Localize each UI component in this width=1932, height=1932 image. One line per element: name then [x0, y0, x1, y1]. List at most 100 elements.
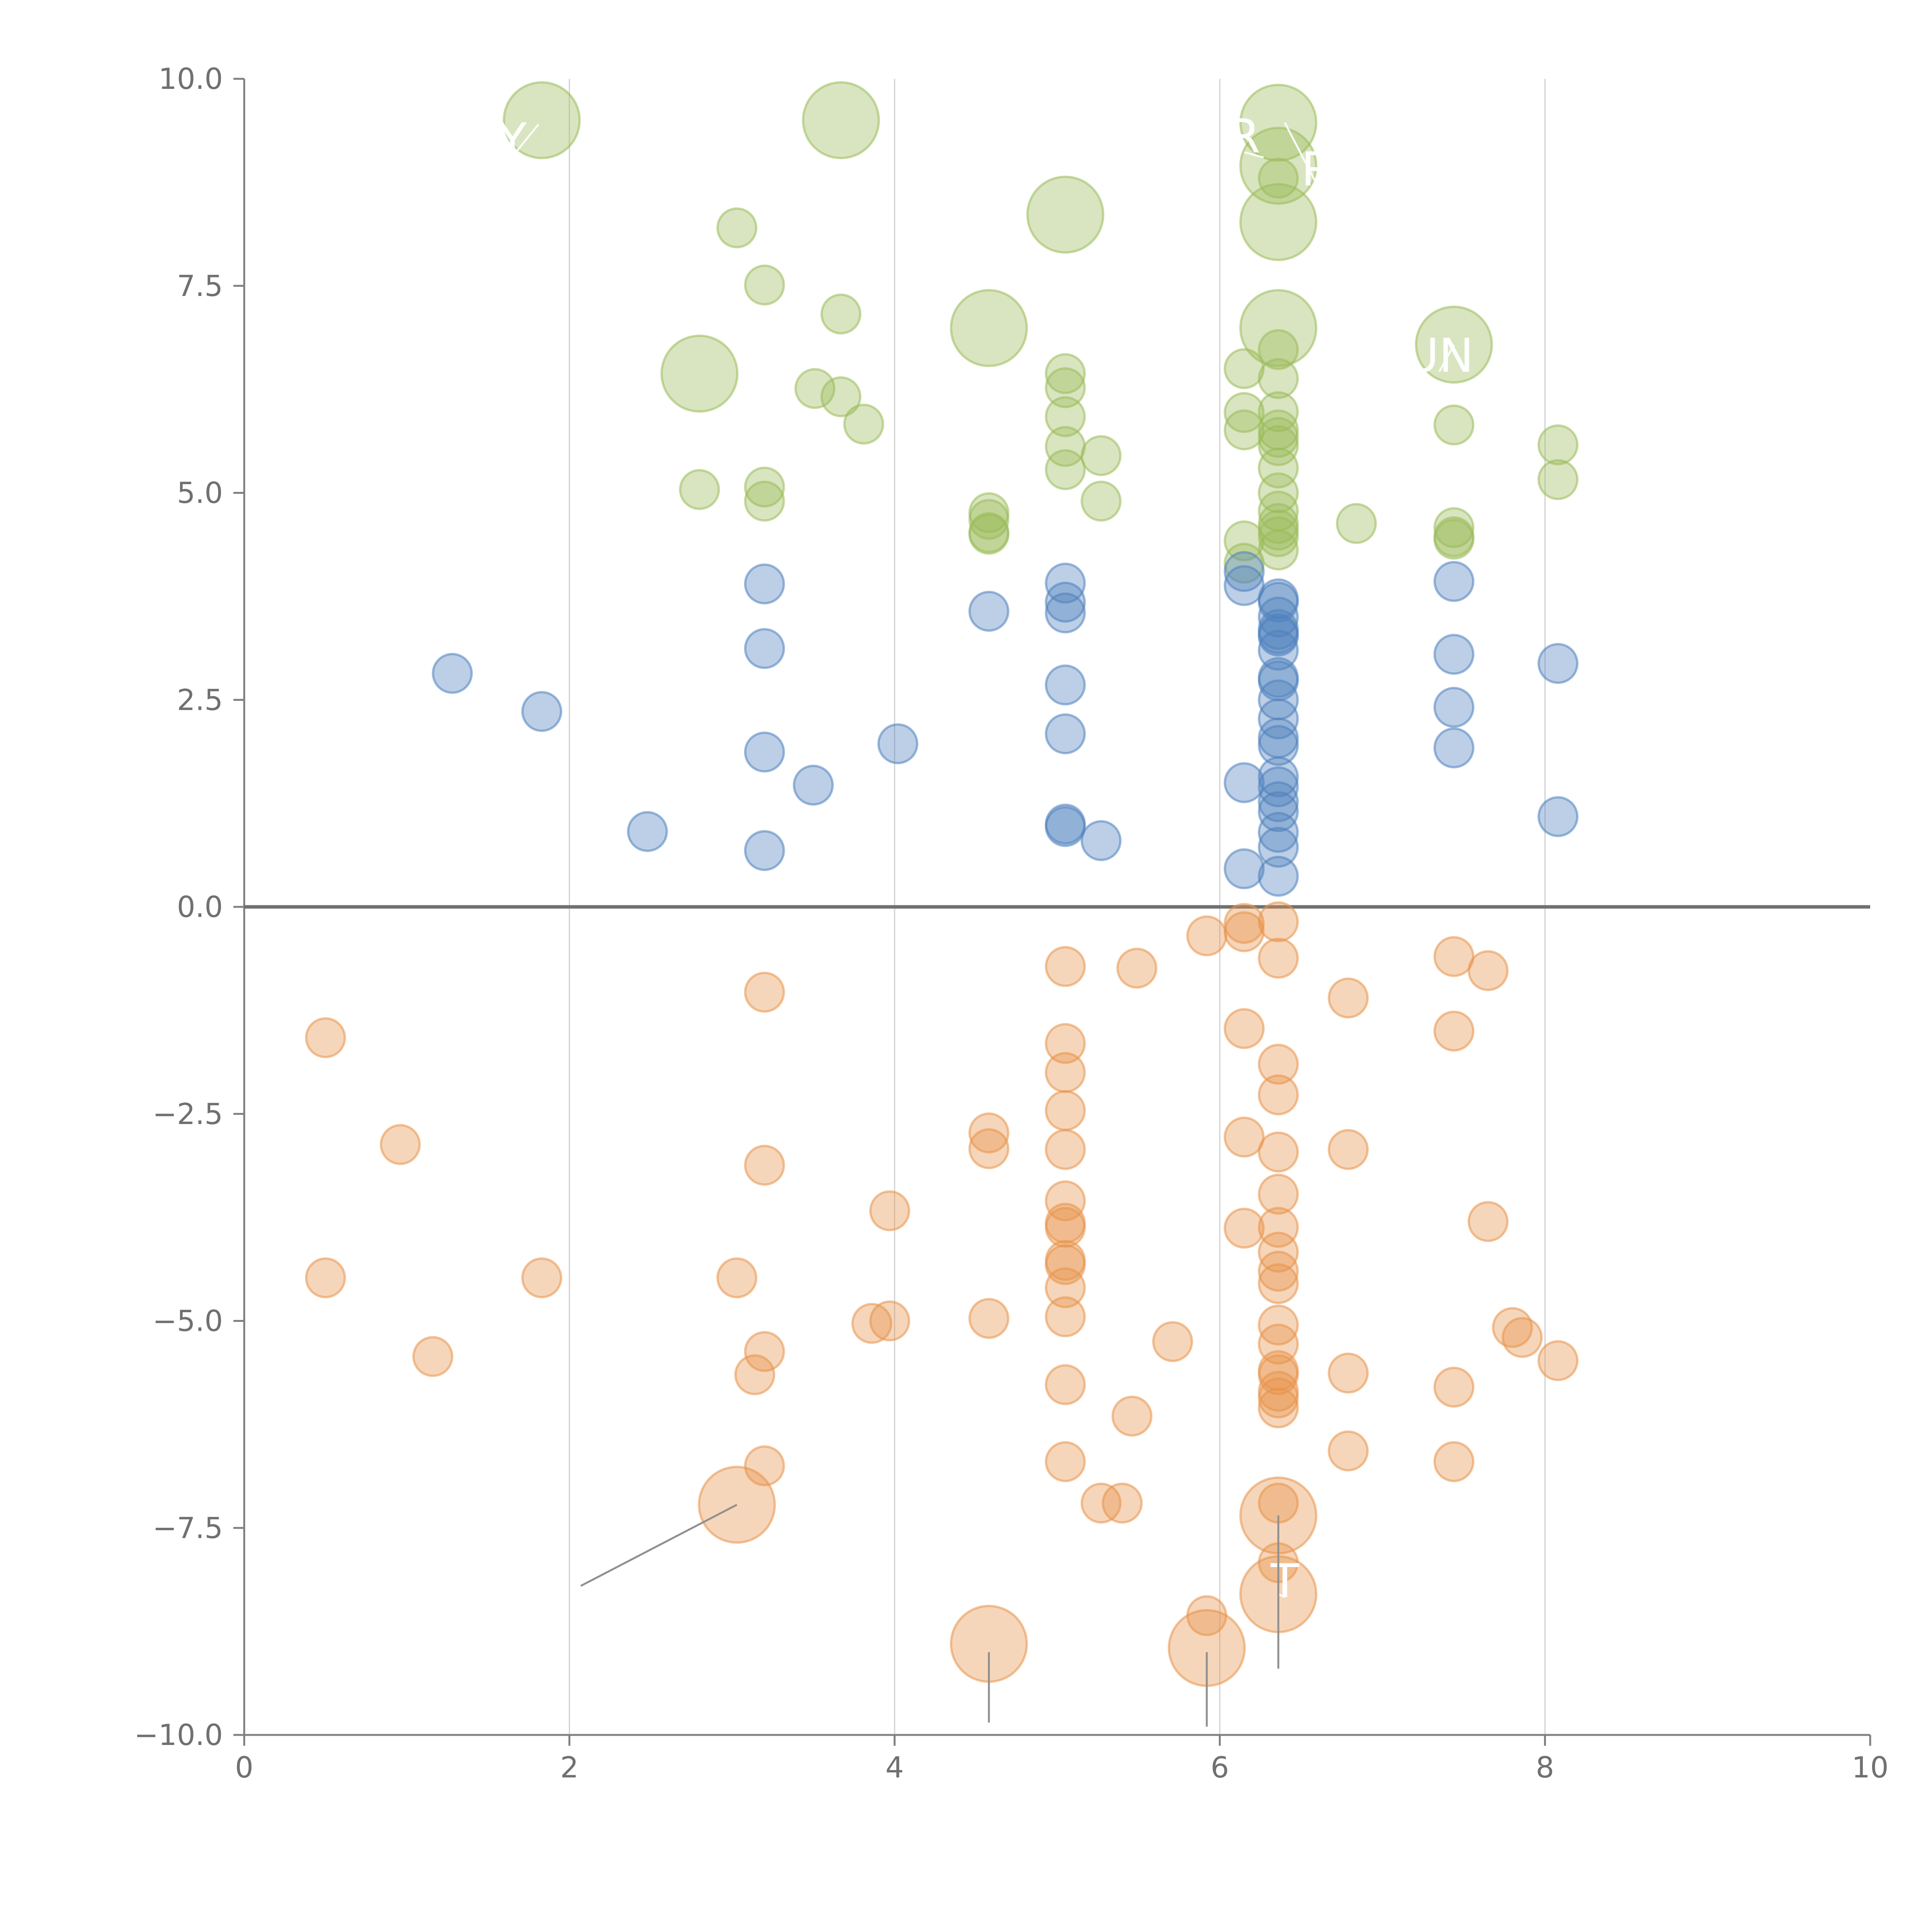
blue-bubble — [1258, 791, 1299, 832]
orange-bubble — [1433, 936, 1475, 977]
orange-bubble — [1186, 915, 1228, 957]
green-bubble — [843, 403, 884, 445]
orange-bubble — [1045, 1364, 1086, 1405]
x-tick-label: 8 — [1536, 1750, 1554, 1784]
green-bubble — [968, 514, 1010, 555]
blue-bubble — [744, 563, 785, 605]
blue-bubble — [1045, 592, 1086, 634]
y-tick-label: 7.5 — [177, 269, 223, 303]
green-bubble — [1336, 503, 1377, 544]
green-bubble — [1045, 367, 1086, 408]
y-tick-label: −10.0 — [134, 1718, 223, 1752]
orange-bubble — [1258, 1074, 1299, 1116]
green-bubble — [1080, 435, 1122, 476]
orange-bubble — [1258, 1131, 1299, 1173]
orange-bubble — [1258, 1387, 1299, 1429]
orange-bubble — [1328, 977, 1369, 1019]
blue-bubble — [1258, 855, 1299, 897]
axis-layer: 0 2 4 6 8 10 10.0 7.5 5.0 2.5 0.0 −2.5 −5.0 −7.5 −10.0 — [134, 62, 1889, 1784]
orange-bubble — [1537, 1340, 1579, 1381]
annotation-leader — [512, 124, 539, 157]
blue-bubble — [1258, 616, 1299, 657]
orange-bubble — [744, 971, 785, 1013]
orange-bubble — [869, 1190, 910, 1231]
annotation-label: R — [1301, 143, 1333, 197]
blue-bubble — [1433, 687, 1475, 728]
blue-bubble — [627, 811, 668, 852]
green-bubble — [1045, 353, 1086, 394]
orange-bubble — [1258, 1354, 1299, 1395]
orange-bubble — [716, 1257, 758, 1299]
green-bubble-large — [950, 289, 1028, 367]
green-bubble — [744, 264, 785, 306]
orange-bubble — [1045, 1129, 1086, 1170]
green-bubble — [968, 499, 1010, 540]
blue-bubble — [1223, 565, 1265, 606]
x-tick-label: 2 — [560, 1750, 579, 1784]
orange-bubble — [744, 1445, 785, 1486]
blue-bubble — [1433, 561, 1475, 602]
orange-bubble — [1328, 1352, 1369, 1394]
y-tick-label: 5.0 — [177, 476, 223, 510]
orange-bubble — [1258, 1173, 1299, 1215]
x-tick-label: 0 — [235, 1750, 253, 1784]
annotation-leader — [1278, 1593, 1286, 1598]
series-green — [503, 81, 1579, 584]
orange-bubble — [968, 1112, 1010, 1154]
blue-bubble — [877, 723, 918, 764]
x-tick-label: 6 — [1211, 1750, 1229, 1784]
orange-bubble — [744, 1145, 785, 1186]
green-bubble — [1258, 158, 1299, 199]
orange-bubble — [1045, 1090, 1086, 1131]
green-bubble-large — [1026, 175, 1105, 254]
green-bubble — [1537, 459, 1579, 500]
orange-bubble — [379, 1124, 421, 1165]
blue-bubble — [1433, 634, 1475, 675]
blue-bubble — [968, 590, 1010, 632]
orange-bubble — [1223, 1208, 1265, 1249]
green-bubble — [1258, 358, 1299, 399]
orange-bubble — [1223, 1116, 1265, 1158]
green-bubble — [1433, 507, 1475, 548]
blue-bubble — [1080, 820, 1122, 861]
orange-bubble — [968, 1298, 1010, 1339]
orange-bubble — [851, 1303, 893, 1344]
blue-bubble — [1537, 643, 1579, 684]
green-bubble — [679, 469, 720, 510]
orange-bubble — [1045, 1267, 1086, 1308]
blue-bubble — [1537, 796, 1579, 837]
orange-bubble — [1223, 911, 1265, 952]
y-tick-label: 0.0 — [177, 890, 223, 924]
green-bubble — [1258, 529, 1299, 571]
orange-bubble — [1258, 1377, 1299, 1418]
orange-bubble — [305, 1257, 346, 1299]
orange-bubble — [1045, 1023, 1086, 1064]
blue-bubble — [744, 628, 785, 669]
y-tick-label: −2.5 — [153, 1097, 223, 1131]
blue-bubble — [1223, 551, 1265, 592]
orange-bubble — [1433, 1010, 1475, 1052]
orange-bubble — [1045, 1296, 1086, 1337]
green-bubble-large — [660, 334, 739, 413]
blue-bubble — [1223, 848, 1265, 889]
green-bubble — [1258, 329, 1299, 370]
orange-bubble — [1433, 1441, 1475, 1482]
blue-bubble — [1258, 781, 1299, 822]
orange-bubble — [1258, 1044, 1299, 1085]
green-bubble-large — [1239, 183, 1318, 261]
blue-bubble — [1258, 766, 1299, 808]
annotation-leader — [1244, 151, 1264, 158]
green-bubble — [744, 466, 785, 508]
orange-bubble — [1045, 1052, 1086, 1093]
annotation-label: T — [1270, 1555, 1299, 1609]
blue-bubble — [1045, 664, 1086, 706]
orange-bubble — [305, 1017, 346, 1058]
orange-bubble — [412, 1336, 454, 1377]
green-bubble-large — [503, 81, 581, 160]
blue-bubble — [1258, 756, 1299, 798]
y-tick-label: −7.5 — [153, 1511, 223, 1545]
green-bubble — [1537, 424, 1579, 466]
orange-bubble — [1502, 1317, 1543, 1358]
orange-bubble — [1186, 1595, 1228, 1636]
green-bubble-large — [1239, 83, 1318, 162]
